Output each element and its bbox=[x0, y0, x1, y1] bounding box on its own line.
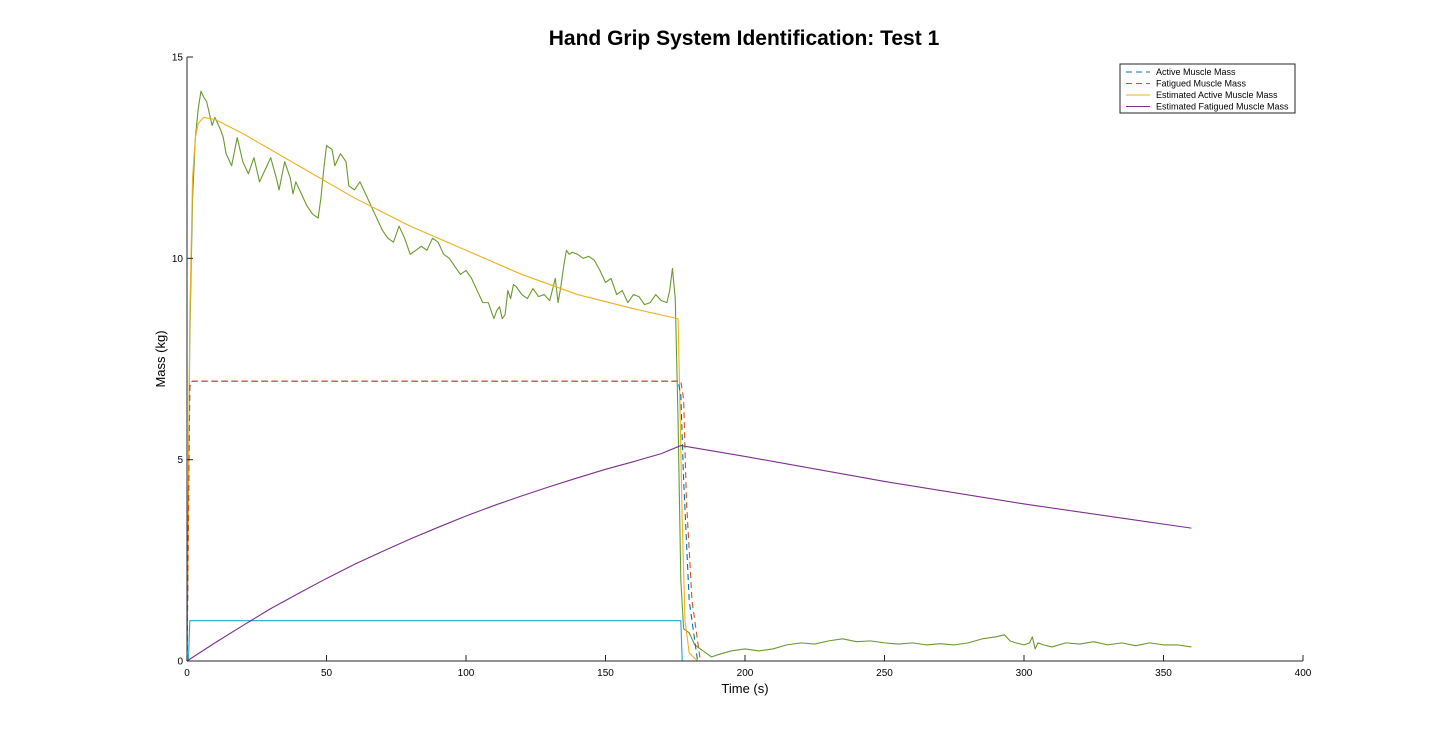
x-tick-label: 200 bbox=[737, 668, 754, 679]
plot-area bbox=[186, 90, 1192, 662]
legend-label: Fatigued Muscle Mass bbox=[1156, 79, 1247, 89]
x-tick-label: 300 bbox=[1016, 668, 1033, 679]
x-tick-label: 0 bbox=[184, 668, 190, 679]
series-line-estimated-fatigued-muscle-mass bbox=[186, 445, 1192, 662]
y-tick-label: 0 bbox=[177, 657, 183, 668]
y-axis-label: Mass (kg) bbox=[153, 330, 168, 387]
series-line-unlabeled-4 bbox=[187, 620, 1192, 662]
chart-title: Hand Grip System Identification: Test 1 bbox=[549, 27, 940, 50]
series-line-active-muscle-mass bbox=[186, 380, 1192, 662]
legend-label: Active Muscle Mass bbox=[1156, 67, 1236, 77]
x-tick-label: 400 bbox=[1295, 668, 1312, 679]
axes: 0 50 100 150 200 250 300 350 400 0 5 10 15 bbox=[172, 53, 1312, 680]
series-line-estimated-active-muscle-mass bbox=[186, 116, 1192, 662]
x-tick-label: 150 bbox=[597, 668, 614, 679]
y-tick-label: 10 bbox=[172, 254, 184, 265]
x-axis-label: Time (s) bbox=[721, 681, 768, 696]
x-tick-label: 50 bbox=[321, 668, 333, 679]
x-tick-label: 250 bbox=[876, 668, 893, 679]
x-tick-label: 350 bbox=[1155, 668, 1172, 679]
y-tick-label: 15 bbox=[172, 53, 184, 64]
series-line-unlabeled-5 bbox=[186, 90, 1192, 662]
series-line-fatigued-muscle-mass bbox=[186, 380, 1192, 662]
legend-label: Estimated Fatigued Muscle Mass bbox=[1156, 102, 1289, 112]
y-tick-label: 5 bbox=[177, 455, 183, 466]
legend-label: Estimated Active Muscle Mass bbox=[1156, 90, 1278, 100]
x-tick-label: 100 bbox=[458, 668, 475, 679]
